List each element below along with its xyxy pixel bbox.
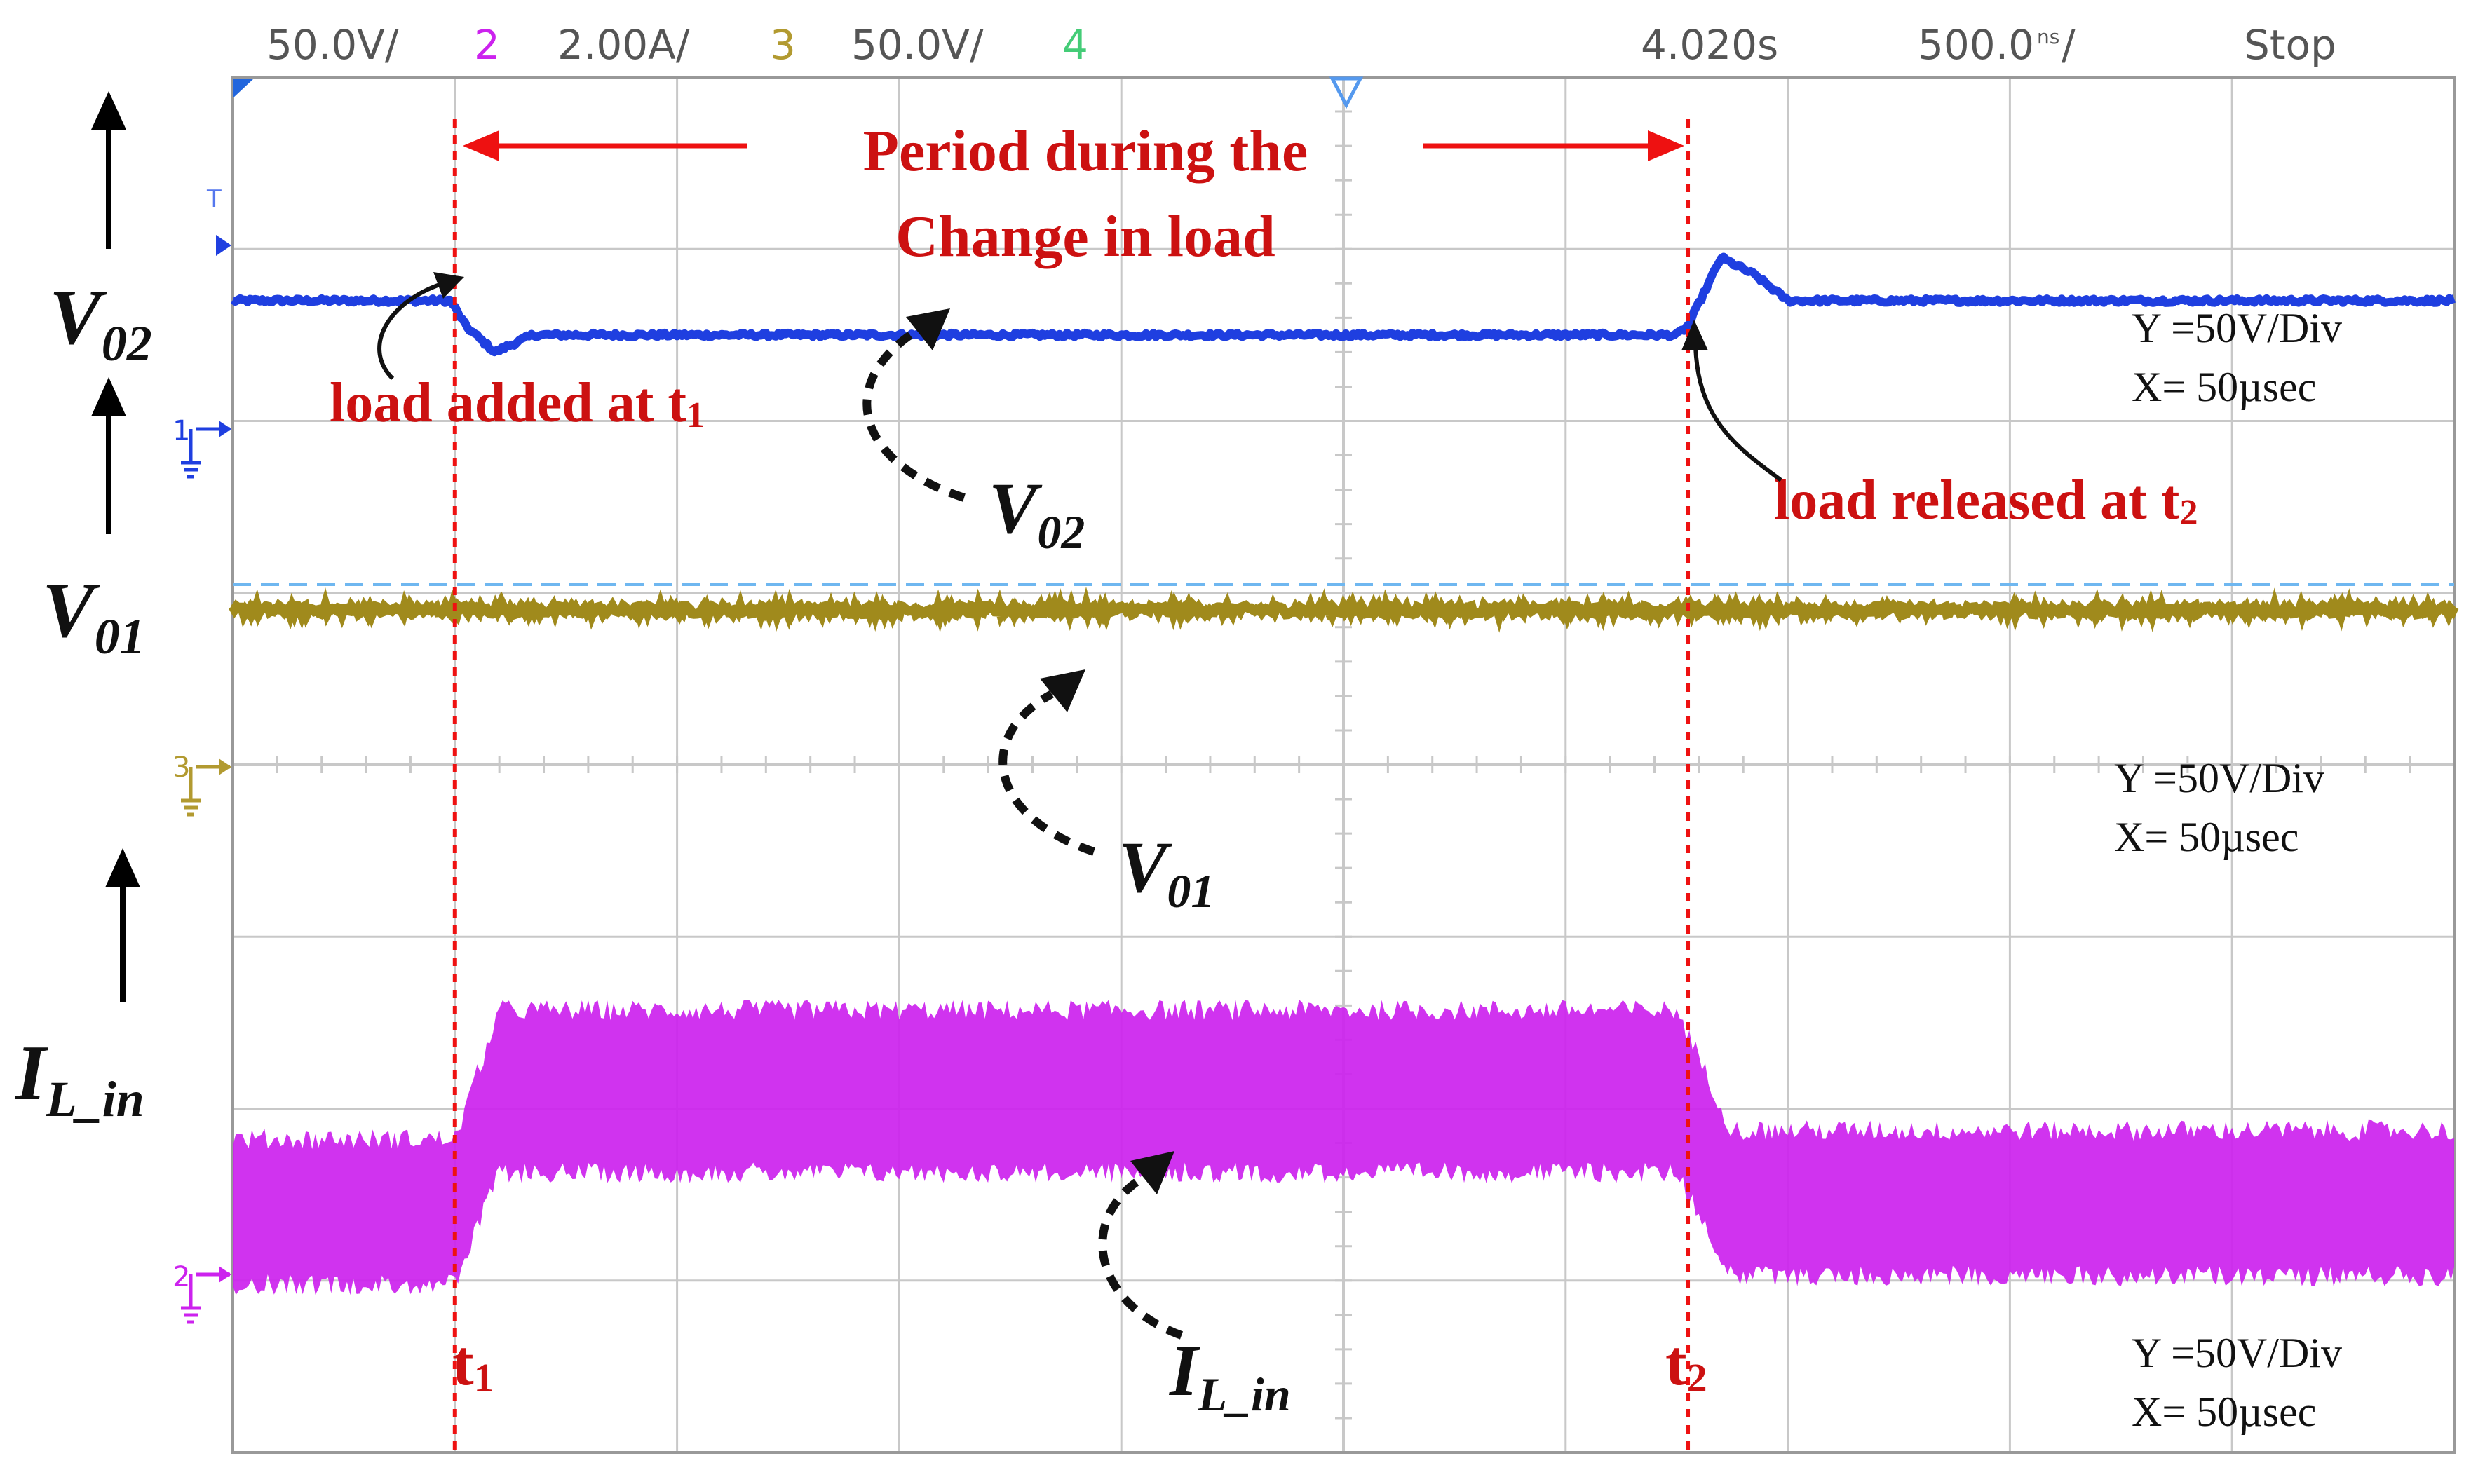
v01-pointer bbox=[998, 690, 1095, 856]
scale-note-2-x: X= 50µsec bbox=[2114, 814, 2299, 860]
scale-note-3-x: X= 50µsec bbox=[2132, 1389, 2316, 1435]
v01-trace bbox=[228, 586, 2459, 633]
trigger-arrow-icon bbox=[216, 235, 231, 256]
ch3-ground-icon bbox=[181, 765, 230, 817]
traces bbox=[228, 252, 2459, 1295]
v01-pointer-head-icon bbox=[1040, 669, 1085, 712]
v02-trace-label: V02 bbox=[989, 468, 1085, 559]
period-arrows bbox=[463, 130, 1684, 161]
scope-top-corner-marker bbox=[233, 79, 254, 98]
ch4-number: 4 bbox=[1062, 21, 1088, 69]
scope-header: 50.0V/ 2 2.00A/ 3 50.0V/ 4 4.020s 500.0 … bbox=[266, 21, 2336, 69]
il-in-trace-label: IL_in bbox=[1168, 1330, 1291, 1421]
v02-pointer-head-icon bbox=[906, 308, 950, 350]
period-title-line1: Period during the bbox=[863, 118, 1308, 184]
ch3-marker: 3 bbox=[172, 751, 190, 784]
ch1-arrow-icon bbox=[219, 421, 231, 437]
scale-note-1-y: Y =50V/Div bbox=[2132, 305, 2342, 351]
load-added-pointer bbox=[377, 282, 442, 381]
v02-axis-label: V02 bbox=[49, 274, 152, 372]
load-released-label: load released at t2 bbox=[1774, 470, 2198, 533]
scale-notes: Y =50V/Div X= 50µsec Y =50V/Div X= 50µse… bbox=[2114, 305, 2342, 1435]
scale-note-2-y: Y =50V/Div bbox=[2114, 755, 2324, 801]
load-released-pointer-head-icon bbox=[1681, 320, 1708, 350]
load-added-label: load added at t1 bbox=[330, 372, 705, 435]
il-in-pointer-head-icon bbox=[1130, 1151, 1174, 1194]
ch2-scale: 2.00A/ bbox=[557, 21, 690, 69]
trigger-marker: T bbox=[206, 185, 222, 213]
v02-trace bbox=[230, 252, 2456, 357]
v01-up-arrow-head-icon bbox=[91, 377, 126, 416]
il-in-up-arrow-head-icon bbox=[105, 848, 140, 887]
ch1-ground-icon bbox=[181, 427, 230, 479]
v01-axis-label: V01 bbox=[42, 567, 145, 665]
period-arrow-right-head-icon bbox=[1648, 130, 1684, 161]
v02-up-arrow-head-icon bbox=[91, 91, 126, 130]
ch1-marker: 1 bbox=[172, 415, 190, 447]
ch1-scale: 50.0V/ bbox=[266, 21, 399, 69]
ch3-arrow-icon bbox=[219, 758, 231, 775]
plot-area bbox=[231, 76, 2456, 1454]
ch3-number: 3 bbox=[770, 21, 796, 69]
ch2-arrow-icon bbox=[219, 1266, 231, 1283]
trigger-time: 4.020s bbox=[1641, 21, 1778, 69]
load-added-pointer-head-icon bbox=[433, 272, 464, 299]
trace-pointer-arrows bbox=[862, 308, 1184, 1340]
channel-markers: T 1 3 2 bbox=[172, 76, 1364, 1324]
ch2-marker: 2 bbox=[172, 1261, 190, 1293]
load-released-pointer bbox=[1693, 343, 1782, 482]
timebase-unit: ns bbox=[2037, 25, 2059, 48]
il-in-axis-label: IL_in bbox=[14, 1030, 144, 1127]
scale-note-1-x: X= 50µsec bbox=[2132, 364, 2316, 410]
event-pointer-arrows bbox=[377, 272, 1782, 482]
il-in-trace bbox=[233, 1000, 2454, 1295]
trigger-position-marker bbox=[1329, 76, 1364, 109]
ch2-ground-icon bbox=[181, 1272, 230, 1324]
v01-trace-label: V01 bbox=[1118, 827, 1214, 918]
il-in-pointer bbox=[1098, 1173, 1184, 1340]
scale-note-3-y: Y =50V/Div bbox=[2132, 1330, 2342, 1376]
timebase-per-div: / bbox=[2062, 21, 2076, 69]
period-title-line2: Change in load bbox=[895, 204, 1275, 269]
left-signal-labels: V02 V01 IL_in bbox=[14, 91, 152, 1127]
t1-label: t1 bbox=[452, 1327, 494, 1401]
run-state: Stop bbox=[2244, 21, 2336, 69]
ch3-scale: 50.0V/ bbox=[851, 21, 984, 69]
period-arrow-left-head-icon bbox=[463, 130, 499, 161]
ch2-number: 2 bbox=[474, 21, 500, 69]
t2-label: t2 bbox=[1665, 1327, 1707, 1401]
timebase: 500.0 bbox=[1918, 21, 2034, 69]
